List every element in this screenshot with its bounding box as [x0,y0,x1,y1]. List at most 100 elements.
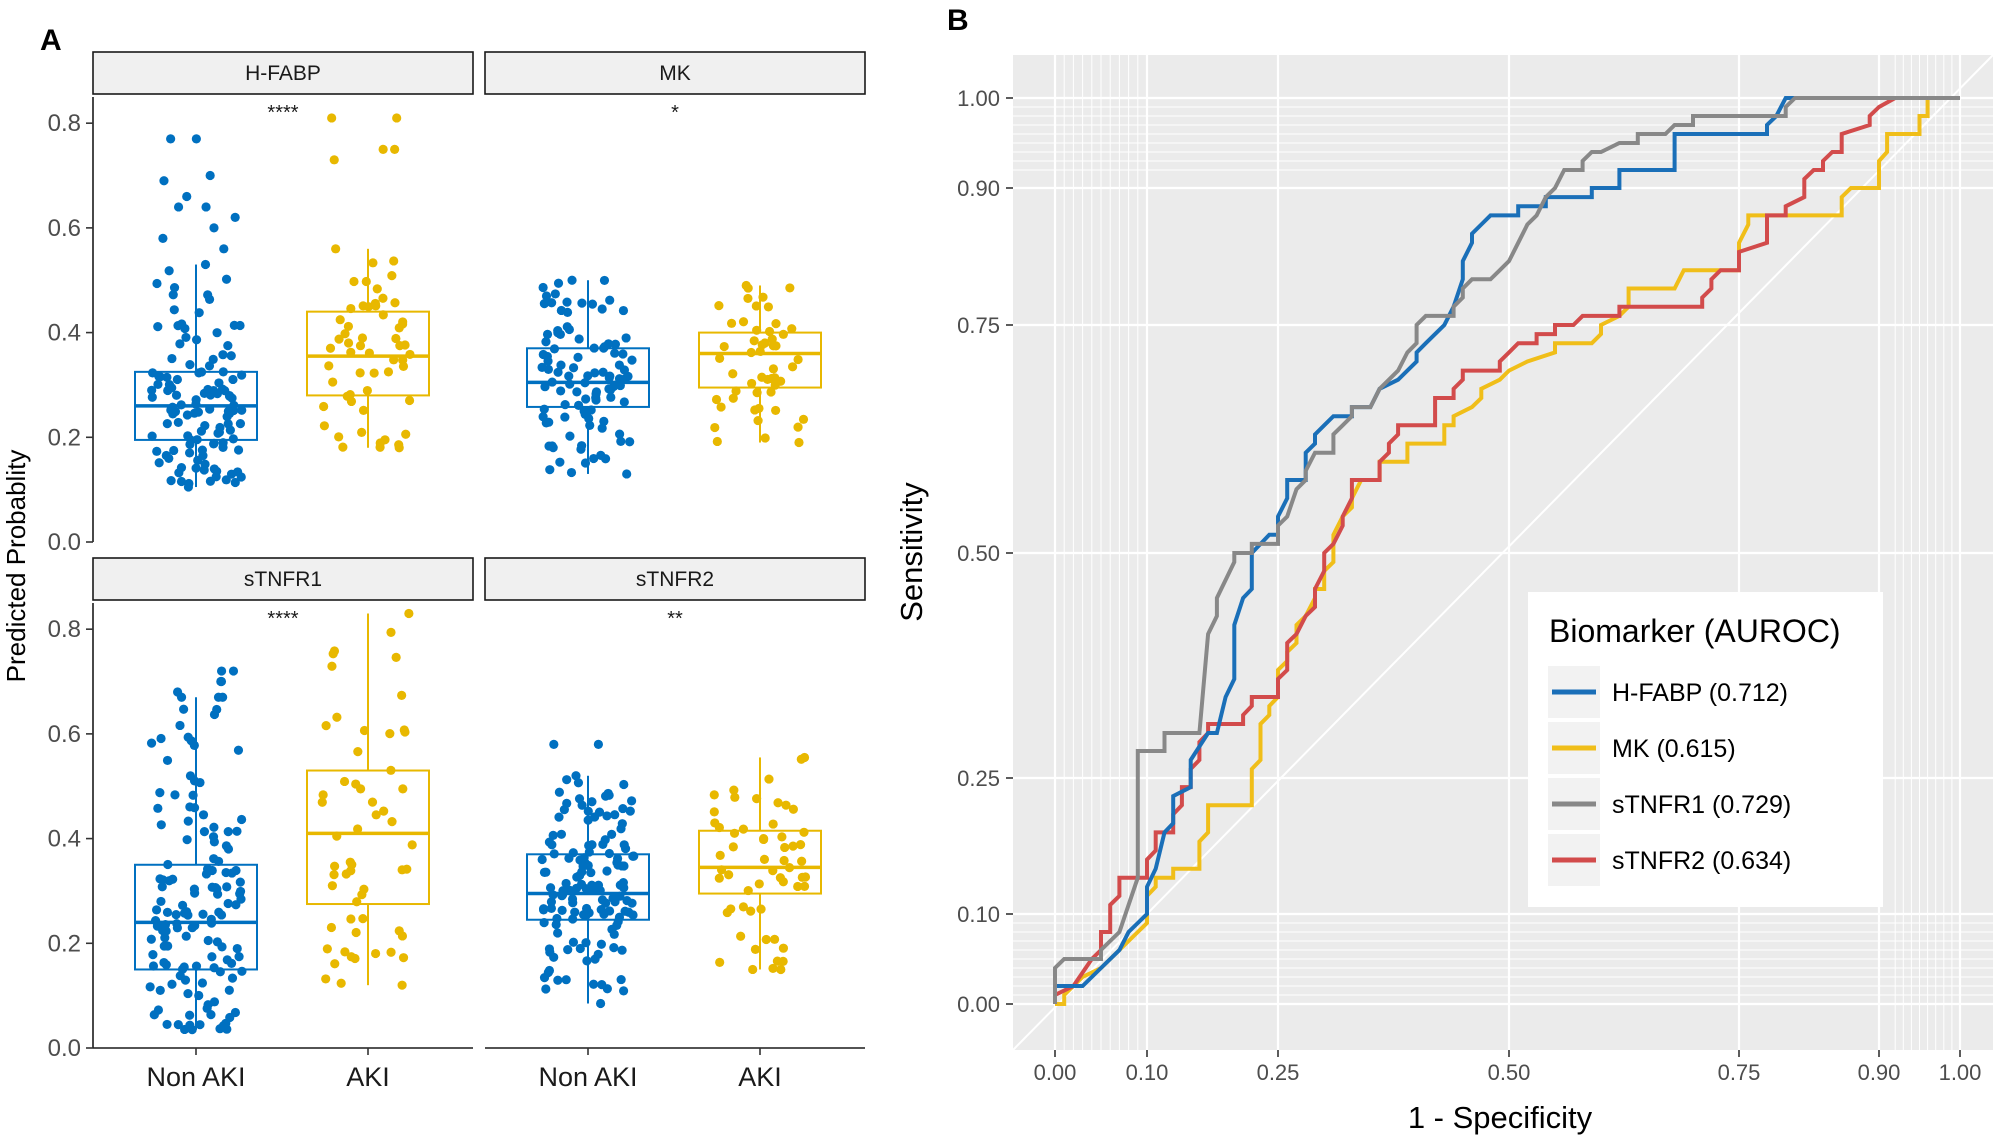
data-point [199,827,210,837]
legend-item-label: sTNFR2 (0.634) [1612,847,1791,875]
data-point [329,155,339,165]
data-point [209,854,219,864]
data-point [325,343,336,353]
data-point [589,453,599,464]
data-point [757,372,767,382]
data-point [573,400,584,410]
data-point [541,984,551,994]
y-axis-title: Predicted Probablity [1,450,31,683]
data-point [799,881,810,891]
data-point [609,943,619,953]
data-point [568,937,579,947]
data-point [321,974,331,984]
data-point [556,360,566,370]
data-point [332,831,342,841]
data-point [576,444,586,454]
data-point [605,371,615,381]
iqr-box [698,829,822,895]
data-point [371,810,381,820]
data-point [161,960,171,970]
data-point [216,676,227,687]
data-point [328,649,338,659]
data-point [577,298,587,308]
data-point [168,409,178,419]
data-point [741,280,751,291]
data-point [616,974,626,985]
data-point [768,364,779,374]
data-point [556,386,566,396]
data-point [155,874,165,884]
y-tick-label: 0.6 [48,721,81,748]
data-point [613,860,623,870]
data-point [758,834,769,845]
data-point [383,367,394,377]
data-point [746,906,756,916]
data-point [212,328,222,338]
data-point [173,417,183,428]
data-point [764,774,774,784]
data-point [163,859,173,870]
data-point [568,363,579,373]
data-point [183,732,193,742]
data-point [597,304,607,314]
data-point [214,427,225,437]
data-point [183,816,193,826]
data-point [371,301,381,311]
x-category-label: Non AKI [146,1062,245,1092]
data-point [209,438,219,448]
data-point [196,367,207,377]
data-point [602,984,612,994]
data-point [621,333,631,343]
data-point [573,778,584,788]
data-point [598,367,608,377]
data-point [341,869,351,879]
data-point [613,916,623,927]
data-point [183,988,193,999]
data-point [746,347,756,358]
data-point [574,334,584,344]
y-tick-label: 0.6 [48,215,81,242]
data-point [150,916,161,926]
data-point [397,931,408,941]
data-point [167,979,177,989]
data-point [542,329,553,339]
data-point [209,385,219,396]
data-point [583,371,593,381]
data-point [359,725,370,736]
data-point [352,897,362,907]
data-point [606,392,616,402]
data-point [378,293,388,303]
data-point [198,909,208,919]
iqr-box [306,769,430,906]
data-point [547,377,557,387]
data-point [545,465,555,475]
data-point [331,244,341,254]
panel-b-roc: 0.00 0.00 0.10 0.10 0.25 0.25 0.50 0.50 0.75 0.75… [894,54,1994,1135]
data-point [748,964,758,975]
data-point [797,856,807,866]
data-point [571,771,581,781]
data-point [627,355,637,365]
data-point [209,822,219,832]
legend-item-label: sTNFR1 (0.729) [1612,791,1791,819]
data-point [162,755,173,766]
data-point [617,945,627,955]
data-point [224,985,234,995]
data-point [230,1007,240,1018]
data-point [179,704,189,714]
data-point [232,943,242,954]
data-point [197,445,207,455]
roc-curve-stnfr1 [1053,96,1960,1004]
x-tick-label: 0.10 [1126,1060,1169,1085]
data-point [180,323,190,334]
data-point [553,975,563,985]
facet-strip-label: H-FABP [245,62,321,85]
data-point [541,867,551,877]
data-point [404,608,414,619]
data-point [146,934,156,944]
data-point [155,372,165,382]
y-tick-label: 0.50 [957,541,1000,566]
significance-label: * [671,102,679,124]
data-point [614,429,625,439]
data-point [578,861,588,871]
